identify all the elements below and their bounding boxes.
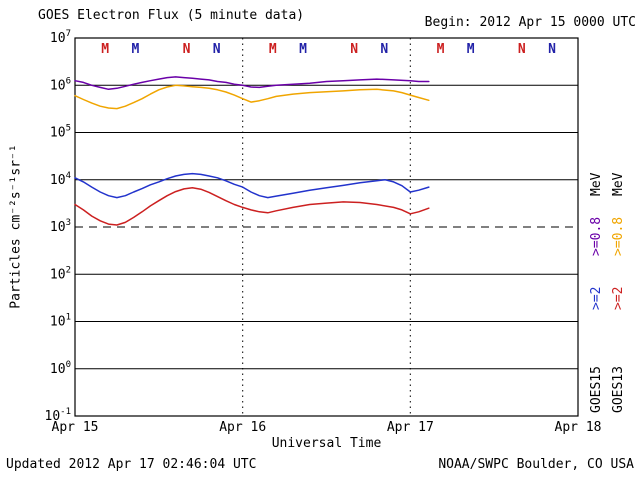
series-goes15-e08 bbox=[74, 76, 430, 91]
updated-timestamp: Updated 2012 Apr 17 02:46:04 UTC bbox=[6, 457, 257, 472]
local-time-marker: M bbox=[299, 42, 307, 57]
legend-segment: GOES15 bbox=[589, 366, 604, 413]
credit-label: NOAA/SWPC Boulder, CO USA bbox=[438, 457, 634, 472]
local-time-marker: M bbox=[437, 42, 445, 57]
series-goes13-e08 bbox=[74, 84, 430, 110]
local-time-marker: N bbox=[518, 42, 526, 57]
y-tick-label: 104 bbox=[50, 171, 71, 188]
local-time-marker: N bbox=[380, 42, 388, 57]
x-tick-label: Apr 16 bbox=[219, 420, 266, 435]
local-time-marker: N bbox=[350, 42, 358, 57]
local-time-marker: M bbox=[101, 42, 109, 57]
local-time-marker: N bbox=[548, 42, 556, 57]
local-time-marker: N bbox=[213, 42, 221, 57]
y-tick-label: 107 bbox=[50, 29, 71, 46]
local-time-marker: M bbox=[269, 42, 277, 57]
y-tick-label: 101 bbox=[50, 313, 71, 330]
legend-segment: GOES13 bbox=[611, 366, 626, 413]
local-time-marker: M bbox=[467, 42, 475, 57]
legend-segment: MeV bbox=[589, 172, 604, 196]
legend-segment: >=0.8 bbox=[589, 217, 604, 256]
legend-segment: >=0.8 bbox=[611, 217, 626, 256]
y-tick-label: 103 bbox=[50, 218, 71, 235]
y-tick-label: 102 bbox=[50, 265, 71, 282]
local-time-marker: N bbox=[183, 42, 191, 57]
y-tick-label: 106 bbox=[50, 76, 71, 93]
legend-segment: MeV bbox=[611, 172, 626, 196]
begin-time-label: Begin: 2012 Apr 15 0000 UTC bbox=[424, 15, 636, 30]
x-tick-label: Apr 15 bbox=[52, 420, 99, 435]
y-tick-label: 100 bbox=[50, 360, 71, 377]
x-tick-label: Apr 17 bbox=[387, 420, 434, 435]
series-goes13-e2 bbox=[74, 186, 430, 226]
series-goes15-e2 bbox=[74, 172, 430, 199]
plot-title: GOES Electron Flux (5 minute data) bbox=[38, 8, 305, 23]
legend-segment: >=2 bbox=[589, 287, 604, 310]
x-tick-label: Apr 18 bbox=[555, 420, 602, 435]
legend-segment: >=2 bbox=[611, 287, 626, 310]
local-time-marker: M bbox=[131, 42, 139, 57]
plot-frame bbox=[74, 37, 579, 417]
y-tick-label: 105 bbox=[50, 124, 71, 141]
x-axis-label: Universal Time bbox=[271, 436, 382, 451]
